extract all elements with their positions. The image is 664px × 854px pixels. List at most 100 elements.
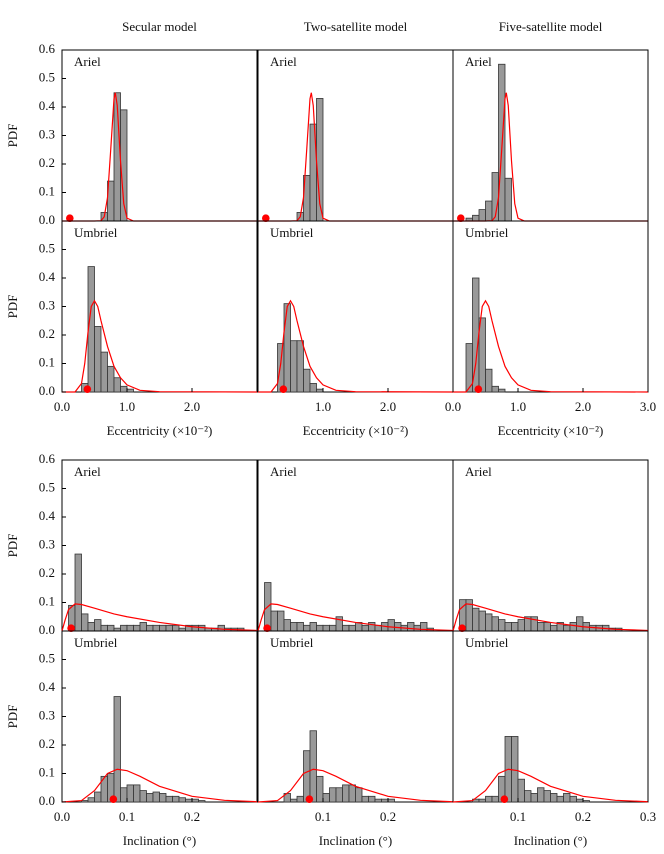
pdf-curve	[452, 768, 649, 803]
x-tick-label: 0.3	[640, 809, 656, 824]
histogram-bar	[342, 624, 350, 632]
y-tick-label: 0.0	[39, 622, 55, 637]
y-axis-label: PDF	[5, 124, 20, 148]
histogram-bar	[316, 775, 324, 803]
observed-point	[66, 214, 74, 222]
histogram-bar	[139, 622, 147, 632]
x-axis-label: Eccentricity (×10⁻²)	[498, 423, 604, 438]
panel: Umbriel 0.1 0.2 Inclination (°)	[257, 630, 454, 848]
plot-frame	[257, 459, 454, 632]
histogram-bar	[283, 619, 291, 632]
x-tick-label: 0.0	[54, 809, 70, 824]
pdf-curve	[258, 299, 454, 393]
column-title: Two-satellite model	[304, 19, 408, 34]
x-tick-label: 3.0	[640, 399, 656, 414]
histogram-bar	[348, 784, 356, 803]
histogram-bar	[277, 343, 285, 393]
histogram-bar	[152, 791, 160, 803]
histogram-bar	[296, 622, 304, 632]
histogram-bar	[543, 622, 551, 632]
panel-label: Umbriel	[270, 225, 314, 240]
histogram-bar	[126, 784, 134, 803]
pdf-curve	[257, 768, 454, 803]
histogram-bar	[478, 317, 486, 393]
histogram-bar	[556, 795, 564, 803]
panel-label: Umbriel	[465, 225, 509, 240]
pdf-curve	[61, 603, 258, 632]
observed-point	[500, 795, 509, 803]
observed-point	[262, 214, 270, 222]
histogram-bar	[543, 790, 551, 803]
histogram-bar	[569, 795, 577, 803]
y-axis-label: PDF	[5, 534, 20, 558]
plot-frame	[452, 459, 649, 632]
y-tick-label: 0.3	[39, 707, 55, 722]
histogram-bar	[368, 795, 376, 803]
histogram-bar	[94, 791, 102, 803]
pdf-curve	[258, 92, 453, 222]
x-tick-label: 2.0	[380, 399, 396, 414]
histogram-bar	[107, 624, 115, 632]
y-axis-label: PDF	[5, 295, 20, 319]
histogram-bar	[550, 793, 558, 803]
y-tick-label: 0.2	[39, 155, 55, 170]
histogram-bar	[159, 624, 167, 632]
histogram-bar	[550, 624, 558, 632]
histogram-bar	[537, 622, 545, 632]
histogram-bar	[569, 622, 577, 632]
histogram-bar	[172, 624, 180, 632]
histogram-bar	[283, 303, 291, 393]
histogram-bar	[387, 619, 395, 632]
histogram-bar	[165, 624, 173, 632]
histogram-bar	[100, 351, 108, 393]
panel: Ariel 0.0 0.1 0.2 0.3 0.4 0.5 0.6 Secular model P…	[5, 19, 258, 227]
histogram-bar	[361, 624, 369, 632]
x-tick-label: 1.0	[119, 399, 135, 414]
histogram-bar	[322, 624, 330, 632]
histogram-bar	[126, 388, 134, 393]
histogram-bar	[159, 793, 167, 803]
histogram-bar	[303, 750, 311, 803]
y-tick-label: 0.0	[39, 383, 55, 398]
plot-frame	[61, 49, 258, 222]
histogram-bar	[113, 696, 121, 803]
x-tick-label: 0.1	[119, 809, 135, 824]
x-tick-label: 2.0	[184, 399, 200, 414]
panel: Ariel Two-satellite model	[257, 19, 454, 222]
panel-label: Ariel	[465, 54, 492, 69]
panel: Ariel 0.0 0.1 0.2 0.3 0.4 0.5 0.6 PDF	[5, 451, 258, 637]
y-tick-label: 0.4	[39, 269, 56, 284]
histogram-bar	[374, 798, 382, 803]
histogram-bar	[107, 365, 115, 393]
histogram-bar	[582, 800, 590, 803]
histogram-bar	[329, 787, 337, 803]
histogram-bar	[178, 797, 186, 803]
plot-frame	[452, 630, 649, 803]
x-tick-label: 0.2	[575, 809, 591, 824]
histogram-bar	[309, 383, 317, 393]
observed-point	[305, 795, 314, 803]
observed-point	[67, 624, 75, 632]
panel-label: Ariel	[465, 464, 492, 479]
histogram-bar	[277, 610, 285, 632]
histogram-bar	[563, 793, 571, 803]
histogram-bar	[498, 388, 506, 393]
histogram-bar	[511, 736, 519, 803]
histogram-bar	[303, 368, 311, 393]
pdf-curve	[453, 92, 648, 222]
histogram-bar	[517, 778, 525, 803]
histogram-bar	[81, 613, 89, 632]
histogram-bar	[146, 624, 154, 632]
observed-point	[474, 385, 483, 393]
pdf-curve	[452, 603, 649, 632]
histogram-bar	[309, 730, 317, 803]
observed-point	[109, 795, 118, 803]
histogram-bar	[472, 214, 480, 222]
observed-point	[263, 624, 271, 632]
histogram-bar	[485, 368, 493, 393]
x-axis-label: Inclination (°)	[123, 833, 196, 848]
x-axis-label: Eccentricity (×10⁻²)	[107, 423, 213, 438]
column-title: Secular model	[122, 19, 197, 34]
panel-label: Ariel	[270, 54, 297, 69]
histogram-bar	[191, 798, 199, 803]
